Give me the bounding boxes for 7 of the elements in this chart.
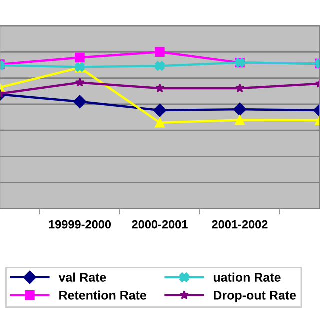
legend-label: Retention Rate (60, 290, 147, 300)
x-tick-label: 19999-2000 (49, 220, 112, 229)
legend-label: Drop-out Rate (214, 291, 296, 302)
x-tick-label: 2001-2002 (212, 220, 268, 229)
legend-label: val Rate (58, 272, 106, 282)
x-tick-label: 2000-2001 (132, 220, 188, 229)
legend-label: uation Rate (214, 272, 281, 282)
